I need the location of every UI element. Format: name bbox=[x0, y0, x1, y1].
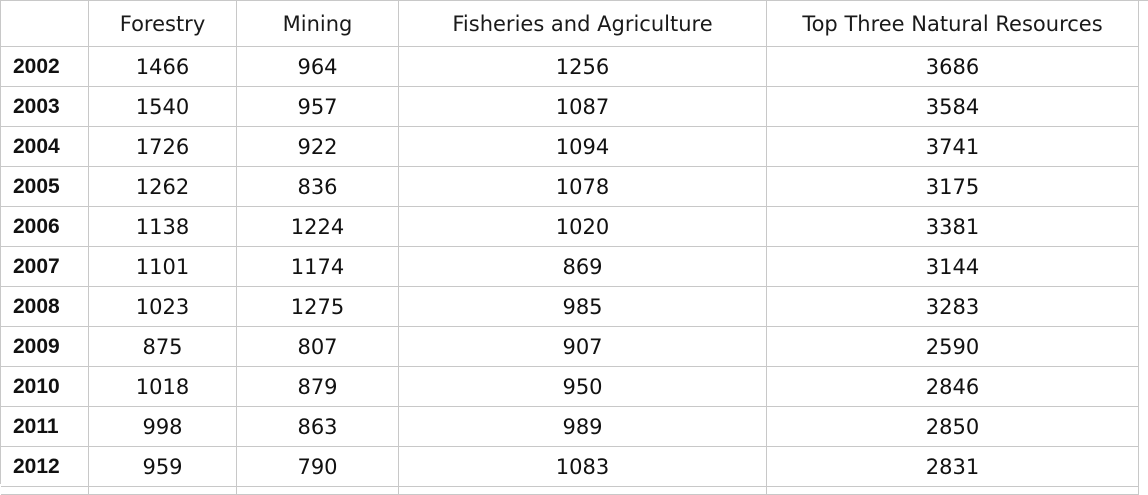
empty-cell[interactable] bbox=[89, 487, 237, 495]
column-header-top-three[interactable]: Top Three Natural Resources bbox=[767, 1, 1139, 47]
fisheries-cell[interactable]: 869 bbox=[399, 247, 767, 287]
empty-cell[interactable] bbox=[237, 487, 399, 495]
fisheries-cell[interactable]: 1087 bbox=[399, 87, 767, 127]
total-cell[interactable]: 2846 bbox=[767, 367, 1139, 407]
row-year-cell[interactable]: 2004 bbox=[1, 127, 89, 167]
row-year-cell[interactable]: 2006 bbox=[1, 207, 89, 247]
row-year-cell[interactable]: 2011 bbox=[1, 407, 89, 447]
forestry-cell[interactable]: 1540 bbox=[89, 87, 237, 127]
forestry-cell[interactable]: 1018 bbox=[89, 367, 237, 407]
row-year-cell[interactable]: 2010 bbox=[1, 367, 89, 407]
mining-cell[interactable]: 836 bbox=[237, 167, 399, 207]
row-year-cell[interactable]: 2012 bbox=[1, 447, 89, 487]
mining-cell[interactable]: 964 bbox=[237, 47, 399, 87]
column-header-mining[interactable]: Mining bbox=[237, 1, 399, 47]
fisheries-cell[interactable]: 1256 bbox=[399, 47, 767, 87]
column-header-forestry[interactable]: Forestry bbox=[89, 1, 237, 47]
empty-cell[interactable] bbox=[399, 487, 767, 495]
row-year-cell[interactable]: 2005 bbox=[1, 167, 89, 207]
fisheries-cell[interactable]: 950 bbox=[399, 367, 767, 407]
total-cell[interactable]: 2850 bbox=[767, 407, 1139, 447]
forestry-cell[interactable]: 1262 bbox=[89, 167, 237, 207]
total-cell[interactable]: 3741 bbox=[767, 127, 1139, 167]
row-year-cell[interactable]: 2009 bbox=[1, 327, 89, 367]
total-cell[interactable]: 2831 bbox=[767, 447, 1139, 487]
mining-cell[interactable]: 807 bbox=[237, 327, 399, 367]
fisheries-cell[interactable]: 989 bbox=[399, 407, 767, 447]
column-header-fisheries-agriculture[interactable]: Fisheries and Agriculture bbox=[399, 1, 767, 47]
forestry-cell[interactable]: 875 bbox=[89, 327, 237, 367]
total-cell[interactable]: 3144 bbox=[767, 247, 1139, 287]
mining-cell[interactable]: 879 bbox=[237, 367, 399, 407]
row-year-cell[interactable]: 2008 bbox=[1, 287, 89, 327]
mining-cell[interactable]: 863 bbox=[237, 407, 399, 447]
fisheries-cell[interactable]: 1020 bbox=[399, 207, 767, 247]
fisheries-cell[interactable]: 985 bbox=[399, 287, 767, 327]
fisheries-cell[interactable]: 1083 bbox=[399, 447, 767, 487]
total-cell[interactable]: 3381 bbox=[767, 207, 1139, 247]
mining-cell[interactable]: 957 bbox=[237, 87, 399, 127]
forestry-cell[interactable]: 1101 bbox=[89, 247, 237, 287]
mining-cell[interactable]: 922 bbox=[237, 127, 399, 167]
total-cell[interactable]: 2590 bbox=[767, 327, 1139, 367]
row-year-cell[interactable]: 2002 bbox=[1, 47, 89, 87]
total-cell[interactable]: 3175 bbox=[767, 167, 1139, 207]
forestry-cell[interactable]: 1466 bbox=[89, 47, 237, 87]
total-cell[interactable]: 3584 bbox=[767, 87, 1139, 127]
forestry-cell[interactable]: 1023 bbox=[89, 287, 237, 327]
total-cell[interactable]: 3283 bbox=[767, 287, 1139, 327]
mining-cell[interactable]: 1275 bbox=[237, 287, 399, 327]
fisheries-cell[interactable]: 1094 bbox=[399, 127, 767, 167]
mining-cell[interactable]: 790 bbox=[237, 447, 399, 487]
row-year-cell[interactable]: 2007 bbox=[1, 247, 89, 287]
fisheries-cell[interactable]: 1078 bbox=[399, 167, 767, 207]
empty-cell[interactable] bbox=[767, 487, 1139, 495]
forestry-cell[interactable]: 1138 bbox=[89, 207, 237, 247]
forestry-cell[interactable]: 998 bbox=[89, 407, 237, 447]
corner-cell[interactable] bbox=[1, 1, 89, 47]
fisheries-cell[interactable]: 907 bbox=[399, 327, 767, 367]
mining-cell[interactable]: 1174 bbox=[237, 247, 399, 287]
mining-cell[interactable]: 1224 bbox=[237, 207, 399, 247]
row-year-cell[interactable]: 2003 bbox=[1, 87, 89, 127]
total-cell[interactable]: 3686 bbox=[767, 47, 1139, 87]
empty-cell[interactable] bbox=[1, 487, 89, 495]
forestry-cell[interactable]: 959 bbox=[89, 447, 237, 487]
forestry-cell[interactable]: 1726 bbox=[89, 127, 237, 167]
